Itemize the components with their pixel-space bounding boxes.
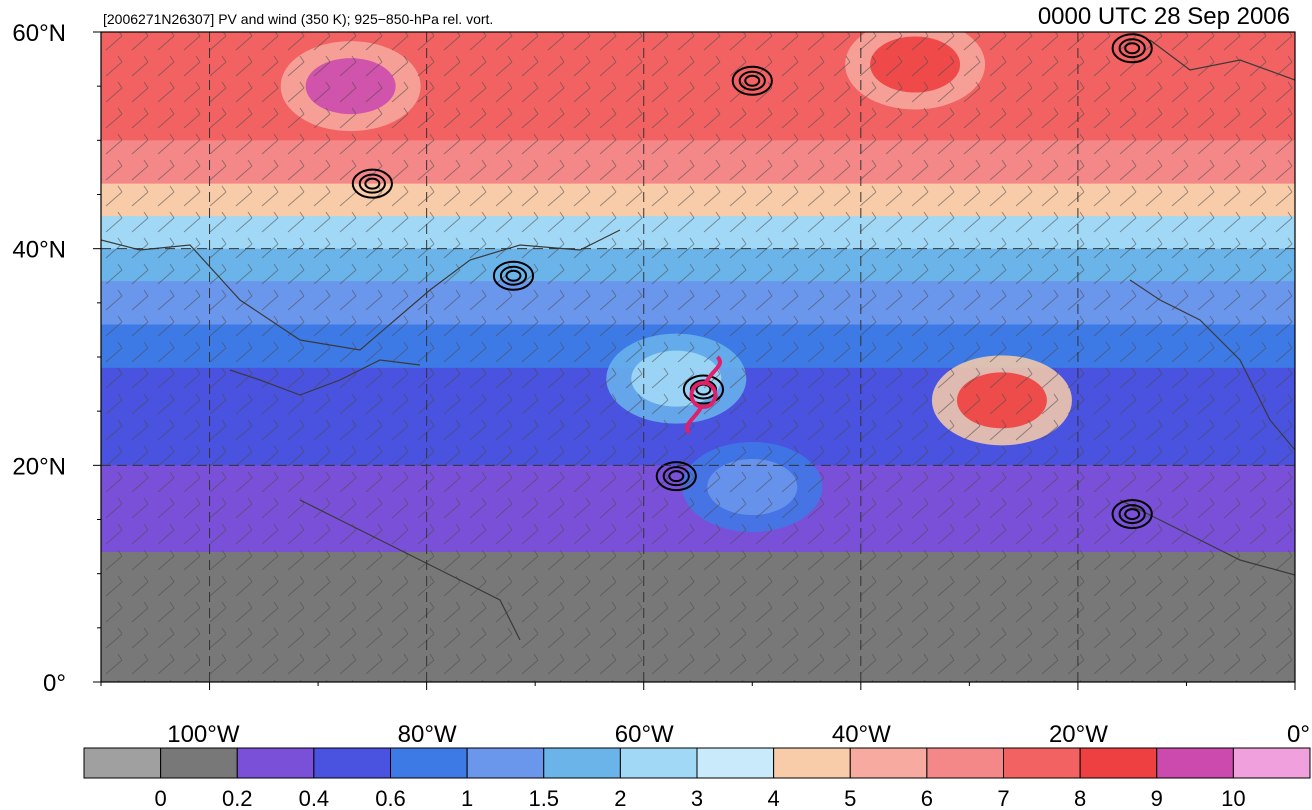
latitude-label: 20°N — [12, 453, 66, 480]
colorbar-label: 8 — [1074, 786, 1086, 810]
colorbar-swatch — [160, 747, 238, 779]
vorticity-contour — [662, 466, 690, 487]
longitude-label: 100°W — [167, 721, 240, 748]
vorticity-contour — [1118, 38, 1146, 59]
colorbar-label: 0.2 — [222, 786, 253, 810]
colorbar-label: 3 — [691, 786, 703, 810]
storm-arm-south — [684, 405, 704, 435]
colorbar-swatch — [1003, 747, 1081, 779]
latitude-label: 0° — [43, 670, 66, 697]
colorbar-label: 2 — [614, 786, 626, 810]
latitude-labels: 60°N 40°N 20°N 0° — [12, 20, 66, 697]
coastlines — [101, 39, 1295, 641]
colorbar-swatch — [313, 747, 391, 779]
pv-colorbar-labels: 0 0.2 0.4 0.6 1 1.5 2 3 4 5 6 7 8 9 10 — [155, 786, 1246, 810]
vorticity-contour — [731, 65, 773, 96]
longitude-label: 20°W — [1049, 721, 1108, 748]
storm-eye — [689, 380, 718, 409]
colorbar-swatch — [1156, 747, 1234, 779]
vorticity-contour — [351, 168, 393, 199]
colorbar-swatch — [543, 747, 621, 779]
longitude-label: 60°W — [615, 721, 674, 748]
vorticity-contour — [358, 173, 386, 194]
tropical-cyclone-icon — [684, 355, 723, 435]
colorbar-swatch — [926, 747, 1004, 779]
grid-lines — [101, 32, 1295, 682]
colorbar-label: 5 — [844, 786, 856, 810]
longitude-label: 80°W — [398, 721, 457, 748]
vorticity-contour — [668, 470, 685, 483]
storm-arm-north — [703, 355, 723, 384]
vorticity-contour — [738, 70, 766, 91]
longitude-labels: 100°W 80°W 60°W 40°W 20°W 0° — [167, 721, 1310, 748]
vorticity-contour — [682, 374, 725, 405]
vorticity-contour — [1124, 42, 1141, 55]
latitude-label: 40°N — [12, 237, 66, 264]
map-time-title: 0000 UTC 28 Sep 2006 — [1038, 3, 1290, 30]
colorbar-swatch — [1232, 747, 1311, 779]
colorbar-swatch — [466, 747, 545, 779]
vorticity-contour — [1118, 504, 1146, 525]
vorticity-contour — [364, 177, 381, 190]
colorbar-label: 4 — [768, 786, 780, 810]
map-left-title: [2006271N26307] PV and wind (350 K); 925… — [103, 11, 493, 27]
colorbar-label: 6 — [921, 786, 933, 810]
wind-barbs-layer — [101, 32, 1295, 682]
colorbar-swatch — [390, 747, 468, 779]
colorbar-swatch — [619, 747, 698, 779]
longitude-label: 40°W — [832, 721, 891, 748]
latitude-label: 60°N — [12, 20, 66, 47]
colorbar-label: 1 — [461, 786, 473, 810]
colorbar-swatch — [1079, 747, 1158, 779]
colorbar-swatch — [83, 747, 162, 779]
colorbar-label: 9 — [1151, 786, 1163, 810]
colorbar-swatch — [773, 747, 851, 779]
colorbar-swatch — [696, 747, 775, 779]
pv-colorbar — [83, 747, 1311, 779]
vorticity-contour — [744, 74, 761, 87]
vorticity-contour — [492, 260, 535, 291]
colorbar-swatch — [236, 747, 315, 779]
colorbar-label: 7 — [997, 786, 1009, 810]
colorbar-label: 0.4 — [299, 786, 330, 810]
axis-ticks — [93, 31, 1296, 690]
vorticity-contour — [1124, 508, 1141, 521]
colorbar-swatch — [849, 747, 928, 779]
vorticity-contour — [1111, 499, 1153, 530]
colorbar-label: 0.6 — [375, 786, 406, 810]
vorticity-contour — [655, 461, 697, 492]
vorticity-contour — [505, 269, 522, 282]
colorbar-label: 1.5 — [528, 786, 559, 810]
colorbar-label: 10 — [1221, 786, 1245, 810]
vorticity-contour — [1111, 33, 1153, 64]
longitude-label: 0° — [1287, 721, 1310, 748]
colorbar-label: 0 — [155, 786, 167, 810]
vorticity-contour — [499, 265, 528, 286]
